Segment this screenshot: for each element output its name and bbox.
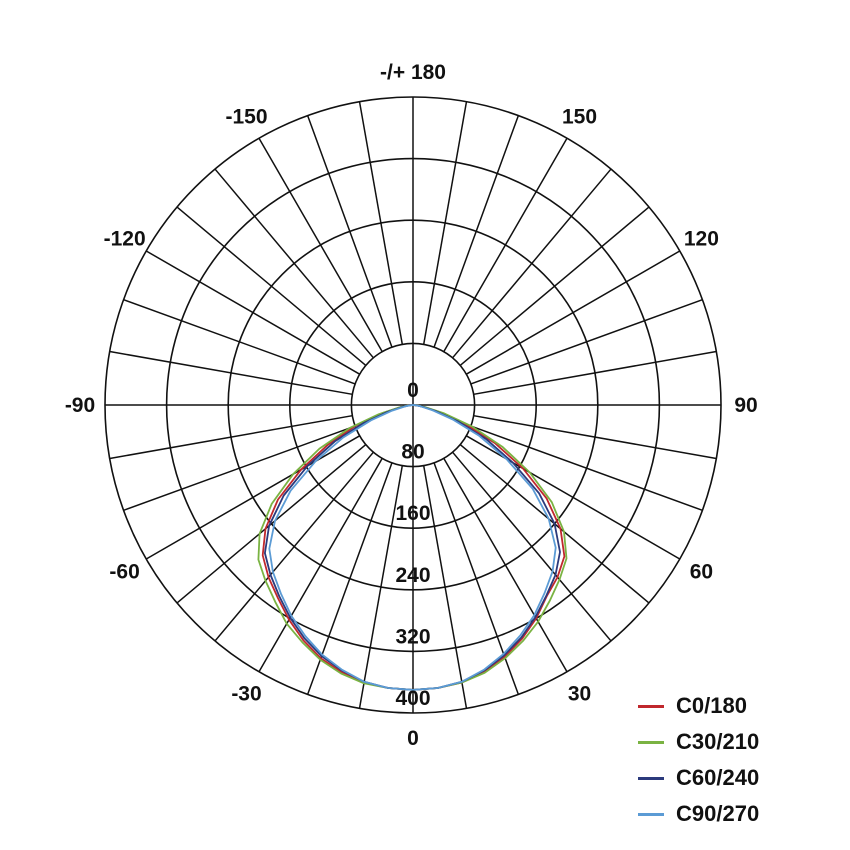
angle-tick-label: 150 <box>562 106 597 129</box>
radial-tick-label: 0 <box>407 379 419 402</box>
legend-swatch <box>638 776 664 780</box>
legend: C0/180 C30/210 C60/240 C90/270 <box>638 688 759 832</box>
angle-tick-label: 0 <box>407 727 419 750</box>
radial-tick-label: 320 <box>395 625 430 648</box>
radial-ring <box>165 157 661 653</box>
legend-swatch <box>638 740 664 744</box>
angle-tick-label: -90 <box>65 394 95 417</box>
angle-tick-label: 90 <box>734 394 757 417</box>
intensity-curves <box>257 404 568 691</box>
radial-ring <box>288 280 537 529</box>
angle-tick-label: -150 <box>225 106 267 129</box>
angle-tick-label: -30 <box>231 682 261 705</box>
legend-swatch <box>638 812 664 816</box>
axis-labels: 0 30 60 90 120 150 -/+ 180 -150 -120 -90 -60 -30 0 80… <box>65 61 758 750</box>
angle-tick-label: 120 <box>684 228 719 251</box>
angle-tick-label: -/+ 180 <box>380 61 446 84</box>
angle-tick-label: -120 <box>104 228 146 251</box>
series-curve <box>268 404 557 691</box>
legend-item: C30/210 <box>638 724 759 760</box>
radial-tick-label: 240 <box>395 564 430 587</box>
angle-tick-label: 30 <box>568 682 591 705</box>
legend-label: C0/180 <box>676 693 747 718</box>
legend-label: C90/270 <box>676 801 760 826</box>
legend-item: C0/180 <box>638 688 759 724</box>
radial-ring <box>350 342 476 468</box>
radial-ring <box>104 96 722 714</box>
polar-grid <box>104 96 722 714</box>
legend-swatch <box>638 704 664 708</box>
radial-ring <box>227 219 599 591</box>
angle-tick-label: -60 <box>109 561 139 584</box>
angle-tick-label: 60 <box>690 561 713 584</box>
radial-tick-label: 80 <box>401 441 424 464</box>
legend-label: C30/210 <box>676 729 760 754</box>
radial-tick-label: 160 <box>395 502 430 525</box>
legend-label: C60/240 <box>676 765 760 790</box>
legend-item: C60/240 <box>638 760 759 796</box>
legend-item: C90/270 <box>638 796 759 832</box>
radial-tick-label: 400 <box>395 687 430 710</box>
